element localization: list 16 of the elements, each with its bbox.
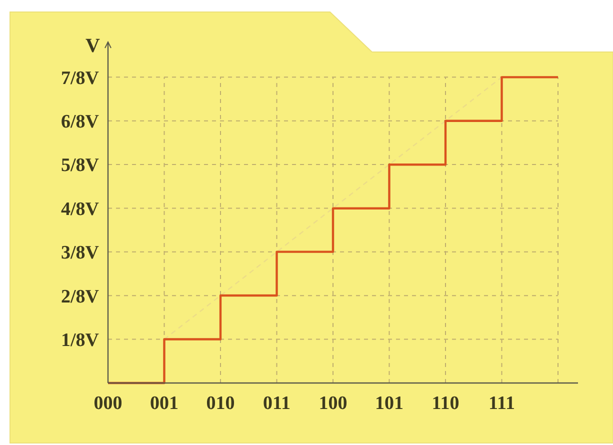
text: 4/8V xyxy=(61,198,100,220)
x-tick-label: 110 xyxy=(432,393,460,414)
x-tick-label: 011 xyxy=(263,393,290,414)
x-tick-label: 111 xyxy=(488,393,515,414)
text: 6/8V xyxy=(61,112,100,133)
text: 1/8V xyxy=(61,330,100,351)
y-axis-title: V xyxy=(86,35,101,57)
text: 2/8V xyxy=(61,286,100,308)
x-tick-label: 101 xyxy=(375,393,404,414)
x-tick-label: 100 xyxy=(318,393,348,414)
text: 7/8V xyxy=(61,68,100,89)
x-tick-label: 010 xyxy=(206,393,235,414)
x-tick-label: 000 xyxy=(94,393,122,414)
text: 3/8V xyxy=(61,242,100,264)
text: 5/8V xyxy=(61,155,100,176)
x-tick-label: 001 xyxy=(150,393,178,414)
